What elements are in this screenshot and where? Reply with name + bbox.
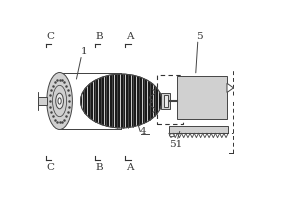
Text: C: C xyxy=(46,32,54,41)
Bar xyxy=(164,95,168,107)
Text: A: A xyxy=(126,32,133,41)
Polygon shape xyxy=(227,83,233,92)
Bar xyxy=(157,75,183,124)
Text: C: C xyxy=(46,163,54,172)
Circle shape xyxy=(80,74,162,128)
Bar xyxy=(60,73,121,129)
Text: 5: 5 xyxy=(196,32,202,41)
Bar xyxy=(177,76,227,119)
Ellipse shape xyxy=(58,98,61,104)
Text: B: B xyxy=(95,32,103,41)
Ellipse shape xyxy=(56,93,63,109)
Bar xyxy=(161,93,170,109)
Text: A: A xyxy=(126,163,133,172)
Bar xyxy=(38,97,47,105)
Text: 1: 1 xyxy=(81,47,87,56)
Ellipse shape xyxy=(52,85,67,117)
Bar xyxy=(32,92,38,110)
Bar xyxy=(169,126,228,133)
Ellipse shape xyxy=(47,73,72,129)
Text: 51: 51 xyxy=(169,140,182,149)
Text: 4: 4 xyxy=(140,127,147,136)
Circle shape xyxy=(169,134,174,137)
Text: B: B xyxy=(95,163,103,172)
